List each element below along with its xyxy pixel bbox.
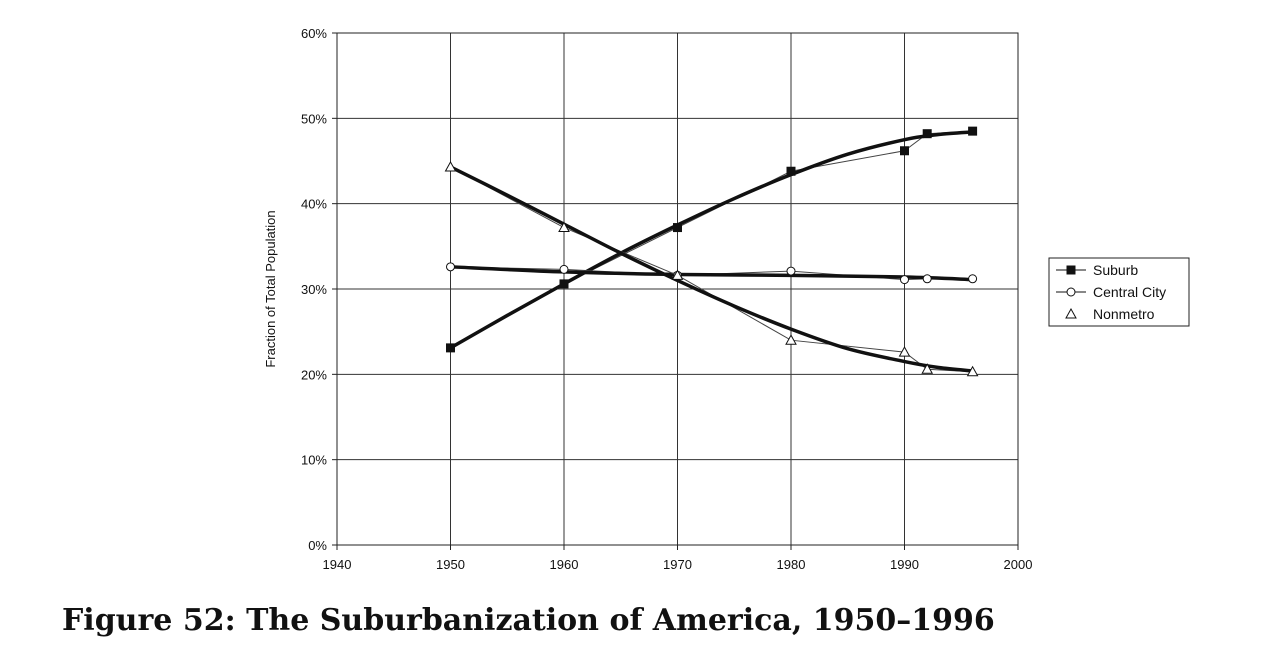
series-nonmetro [444, 160, 979, 377]
y-axis: 0% 10% 20% 30% 40% 50% 60% [301, 26, 337, 553]
chart: 1940 1950 1960 1970 1980 1990 2000 0% 10% 20% 30%… [263, 26, 1190, 572]
grid [336, 32, 1019, 546]
suburb-point [786, 166, 796, 176]
legend-marker-suburb [1066, 265, 1076, 275]
nonmetro-point [444, 160, 457, 172]
central-city-point [968, 274, 978, 284]
x-tick-label: 2000 [1004, 557, 1033, 572]
nonmetro-point [966, 365, 979, 377]
x-tick-label: 1960 [550, 557, 579, 572]
x-axis: 1940 1950 1960 1970 1980 1990 2000 [323, 545, 1033, 572]
x-tick-label: 1940 [323, 557, 352, 572]
central-city-point [786, 266, 796, 276]
legend-label-central-city: Central City [1093, 284, 1166, 300]
central-city-point [900, 275, 909, 285]
suburb-trend-line [448, 130, 975, 350]
suburb-point [446, 343, 455, 353]
legend-label-suburb: Suburb [1093, 262, 1138, 278]
suburb-data-line [450, 130, 973, 349]
y-tick-label: 0% [308, 538, 327, 553]
legend-marker-central-city [1066, 287, 1076, 297]
nonmetro-point [898, 346, 911, 357]
suburb-point [968, 126, 978, 136]
nonmetro-trend-line [448, 165, 975, 373]
central-city-point [559, 264, 569, 274]
legend-label-nonmetro: Nonmetro [1093, 306, 1155, 322]
y-tick-label: 40% [301, 197, 327, 212]
x-tick-label: 1990 [890, 557, 919, 572]
x-tick-label: 1950 [436, 557, 465, 572]
x-tick-label: 1970 [663, 557, 692, 572]
y-tick-label: 60% [301, 26, 327, 41]
y-tick-label: 10% [301, 453, 327, 468]
suburb-point [559, 279, 569, 289]
legend: Suburb Central City Nonmetro [1048, 257, 1190, 327]
series-layer [444, 126, 979, 377]
central-city-point [446, 262, 455, 272]
figure-caption: Figure 52: The Suburbanization of Americ… [62, 603, 995, 638]
suburb-point [922, 129, 932, 139]
suburb-point [900, 146, 909, 156]
central-city-point [922, 274, 932, 284]
nonmetro-point [785, 334, 797, 345]
y-tick-label: 50% [301, 111, 327, 126]
x-tick-label: 1980 [777, 557, 806, 572]
nonmetro-point [671, 269, 684, 280]
y-tick-label: 20% [301, 367, 327, 382]
nonmetro-point [558, 221, 570, 233]
y-tick-label: 30% [301, 282, 327, 297]
y-axis-label: Fraction of Total Population [263, 210, 278, 367]
nonmetro-point [921, 363, 934, 374]
suburb-point [673, 223, 682, 233]
legend-marker-nonmetro [1065, 307, 1077, 319]
series-central-city [446, 262, 978, 285]
series-suburb [446, 126, 978, 353]
